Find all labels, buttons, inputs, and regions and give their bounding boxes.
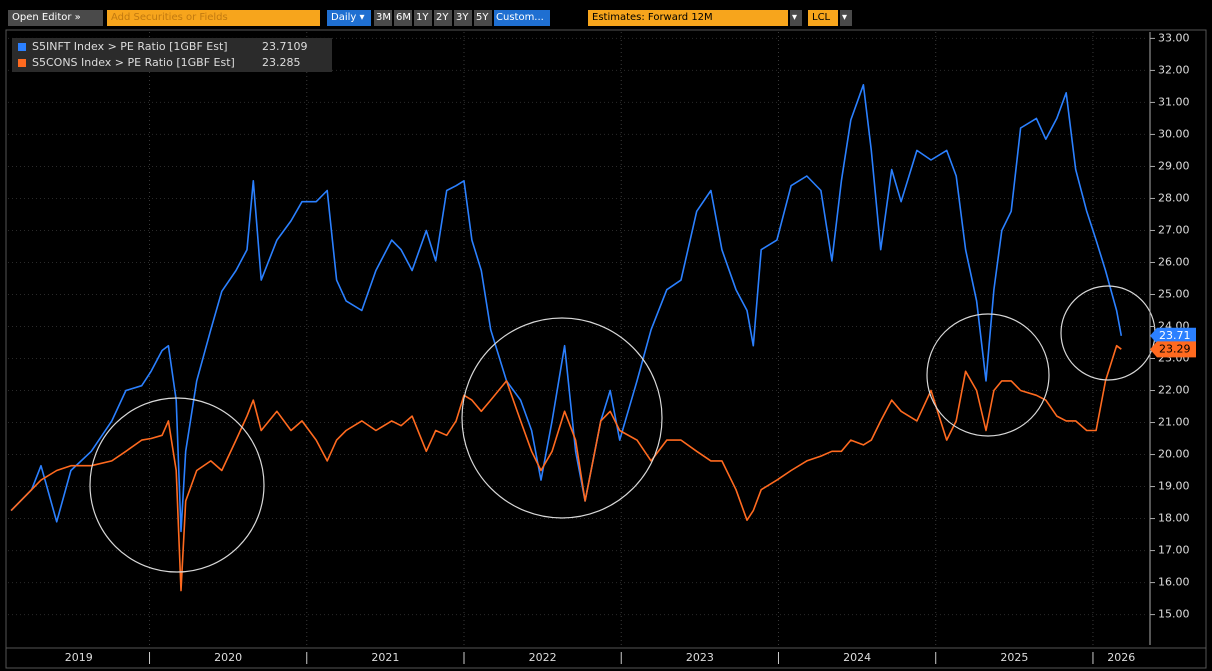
last-value-tag <box>1150 341 1196 358</box>
x-tick-label: 2019 <box>65 651 93 664</box>
y-tick-label: 18.00 <box>1158 512 1190 525</box>
x-tick-label: 2022 <box>529 651 557 664</box>
y-tick-label: 33.00 <box>1158 31 1190 44</box>
legend-label: S5CONS Index > PE Ratio [1GBF Est] <box>32 56 235 69</box>
range-button[interactable]: 5Y <box>474 10 492 26</box>
y-tick-label: 22.00 <box>1158 384 1190 397</box>
y-tick-label: 29.00 <box>1158 159 1190 172</box>
y-tick-label: 26.00 <box>1158 255 1190 268</box>
y-tick-label: 32.00 <box>1158 63 1190 76</box>
frequency-dropdown[interactable]: Daily ▾ <box>327 10 371 26</box>
last-value-label: 23.29 <box>1159 342 1191 355</box>
y-tick-label: 20.00 <box>1158 448 1190 461</box>
y-tick-label: 28.00 <box>1158 191 1190 204</box>
range-button[interactable]: 3M <box>374 10 392 26</box>
y-tick-label: 17.00 <box>1158 544 1190 557</box>
estimates-dropdown[interactable]: Estimates: Forward 12M <box>588 10 788 26</box>
x-tick-label: 2026 <box>1107 651 1135 664</box>
range-button[interactable]: 1Y <box>414 10 432 26</box>
toolbar: Open Editor » Add Securities or Fields D… <box>0 0 1212 30</box>
legend-label: S5INFT Index > PE Ratio [1GBF Est] <box>32 40 228 53</box>
x-tick-label: 2021 <box>371 651 399 664</box>
last-value-tag <box>1150 327 1196 344</box>
search-input[interactable]: Add Securities or Fields <box>107 10 320 26</box>
y-tick-label: 21.00 <box>1158 416 1190 429</box>
x-tick-label: 2024 <box>843 651 871 664</box>
range-button[interactable]: 3Y <box>454 10 472 26</box>
annotation-circle <box>461 317 663 519</box>
y-tick-label: 25.00 <box>1158 287 1190 300</box>
y-tick-label: 16.00 <box>1158 576 1190 589</box>
range-button[interactable]: Custom... <box>494 10 550 26</box>
series-line <box>10 84 1123 533</box>
last-value-label: 23.71 <box>1159 329 1191 342</box>
range-button[interactable]: 2Y <box>434 10 452 26</box>
frequency-label: Daily <box>331 12 357 23</box>
open-editor-button[interactable]: Open Editor » <box>8 10 103 26</box>
axis: 15.00 16.00 17.00 18.00 19.00 20.00 21.00 22.00… <box>65 31 1196 664</box>
range-button[interactable]: 6M <box>394 10 412 26</box>
series-line <box>10 344 1122 592</box>
annotation-circle <box>926 313 1050 437</box>
legend-box <box>12 38 332 72</box>
lines <box>10 84 1123 592</box>
x-tick-label: 2020 <box>214 651 242 664</box>
annotation-circle <box>89 397 265 573</box>
estimates-arrow[interactable]: ▾ <box>790 10 802 26</box>
currency-dropdown[interactable]: LCL <box>808 10 838 26</box>
legend-value: 23.285 <box>262 56 301 69</box>
x-tick-label: 2023 <box>686 651 714 664</box>
x-axis-strip <box>5 647 1207 669</box>
legend-swatch <box>18 59 26 67</box>
y-tick-label: 31.00 <box>1158 95 1190 108</box>
y-tick-label: 30.00 <box>1158 127 1190 140</box>
legend: S5INFT Index > PE Ratio [1GBF Est] 23.710… <box>12 38 332 72</box>
y-tick-label: 27.00 <box>1158 223 1190 236</box>
currency-arrow[interactable]: ▾ <box>840 10 852 26</box>
x-tick-label: 2025 <box>1000 651 1028 664</box>
plot-frame <box>5 29 1207 649</box>
legend-swatch <box>18 43 26 51</box>
legend-value: 23.7109 <box>262 40 308 53</box>
y-tick-label: 19.00 <box>1158 480 1190 493</box>
y-tick-label: 15.00 <box>1158 608 1190 621</box>
